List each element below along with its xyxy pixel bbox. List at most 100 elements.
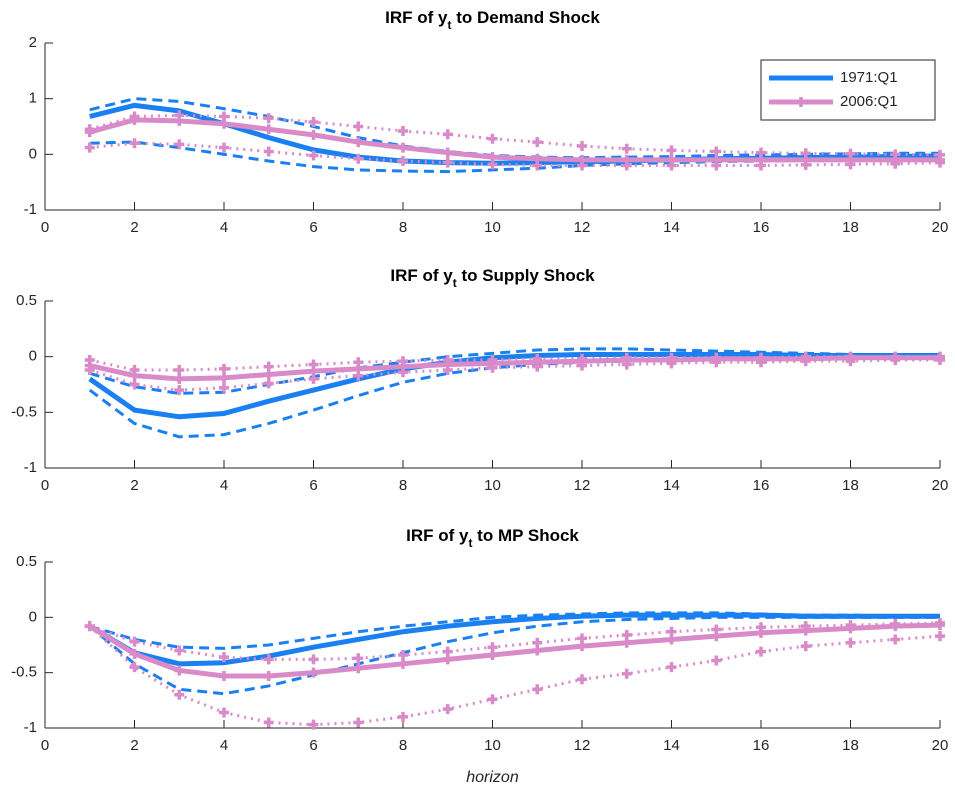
- x-tick-label: 10: [484, 737, 501, 754]
- marker: [666, 662, 677, 673]
- marker: [577, 633, 587, 644]
- x-tick-label: 6: [309, 219, 317, 236]
- x-tick-label: 2: [130, 737, 138, 754]
- marker: [353, 717, 364, 728]
- marker: [398, 356, 408, 367]
- marker: [487, 362, 498, 373]
- x-tick-label: 14: [663, 477, 680, 494]
- y-tick-label: 0: [29, 608, 37, 625]
- marker: [621, 630, 632, 641]
- marker: [711, 160, 722, 171]
- x-tick-label: 18: [842, 737, 859, 754]
- marker: [219, 670, 229, 681]
- y-tick-label: -1: [24, 201, 37, 218]
- marker: [263, 124, 274, 135]
- marker: [487, 642, 498, 653]
- x-tick-label: 4: [220, 219, 228, 236]
- marker: [308, 117, 319, 128]
- y-tick-label: -1: [24, 719, 37, 736]
- marker: [219, 707, 229, 718]
- marker: [219, 372, 229, 383]
- legend-box: [760, 59, 936, 121]
- marker: [308, 129, 319, 140]
- marker: [532, 361, 543, 372]
- marker: [800, 148, 811, 159]
- marker: [800, 159, 811, 170]
- marker: [398, 142, 408, 153]
- marker: [129, 648, 140, 659]
- title-text: IRF of y: [385, 8, 448, 27]
- marker: [935, 631, 945, 642]
- subplot: IRF of yt to Supply Shock -1 -0.5 0 0.5 0 2 4 6 8…: [11, 266, 948, 493]
- median-line: [88, 351, 940, 420]
- marker: [442, 704, 453, 715]
- marker: [890, 618, 901, 629]
- marker: [308, 359, 319, 370]
- marker: [756, 646, 766, 657]
- x-tick-label: 8: [399, 219, 407, 236]
- x-tick-label: 12: [574, 477, 591, 494]
- y-tick-label: 0.5: [16, 292, 37, 309]
- marker: [174, 373, 185, 384]
- marker: [263, 717, 274, 728]
- x-tick-label: 18: [842, 219, 859, 236]
- marker: [666, 626, 677, 637]
- marker: [577, 140, 587, 151]
- x-tick-label: 0: [41, 477, 49, 494]
- marker: [353, 357, 364, 368]
- marker: [935, 157, 945, 168]
- x-tick-label: 0: [41, 219, 49, 236]
- marker: [174, 385, 185, 396]
- marker: [800, 621, 811, 632]
- y-tick-label: -0.5: [11, 664, 37, 681]
- band-line: [88, 625, 941, 727]
- marker: [711, 655, 722, 666]
- marker: [442, 157, 453, 168]
- marker: [442, 147, 453, 158]
- band-line: [89, 347, 941, 395]
- marker: [487, 133, 498, 144]
- x-tick-label: 0: [41, 737, 49, 754]
- marker: [577, 160, 587, 171]
- marker: [935, 355, 945, 366]
- marker: [263, 670, 274, 681]
- median-line: [89, 355, 940, 382]
- marker: [353, 137, 364, 148]
- marker: [442, 129, 453, 140]
- marker: [398, 125, 408, 136]
- marker: [442, 646, 453, 657]
- marker: [219, 363, 229, 374]
- title-text: to MP Shock: [472, 526, 579, 545]
- x-tick-label: 4: [220, 477, 228, 494]
- x-tick-label: 14: [663, 737, 680, 754]
- marker: [308, 373, 319, 384]
- title-text: to Supply Shock: [457, 266, 595, 285]
- marker: [219, 652, 229, 663]
- x-tick-label: 18: [842, 477, 859, 494]
- marker: [666, 145, 677, 156]
- chart-title: IRF of yt to Supply Shock: [390, 266, 595, 290]
- marker: [890, 158, 901, 169]
- marker: [398, 711, 408, 722]
- marker: [442, 355, 453, 366]
- marker: [845, 356, 856, 367]
- marker: [353, 153, 364, 164]
- marker: [174, 689, 185, 700]
- marker: [263, 361, 274, 372]
- subplot: IRF of yt to MP Shock -1 -0.5 0 0.5 0 2 4 6 8 10 12…: [11, 526, 948, 786]
- marker: [890, 355, 901, 366]
- median-line: [89, 117, 940, 163]
- marker: [308, 150, 319, 161]
- chart-title: IRF of yt to MP Shock: [406, 526, 579, 550]
- marker: [532, 684, 543, 695]
- x-tick-label: 20: [932, 737, 949, 754]
- legend-marker: [796, 97, 806, 107]
- marker: [219, 382, 229, 393]
- x-tick-label: 6: [309, 477, 317, 494]
- band-line: [89, 113, 941, 157]
- marker: [84, 355, 95, 366]
- marker: [353, 121, 364, 132]
- title-text: IRF of y: [390, 266, 453, 285]
- x-tick-label: 10: [484, 477, 501, 494]
